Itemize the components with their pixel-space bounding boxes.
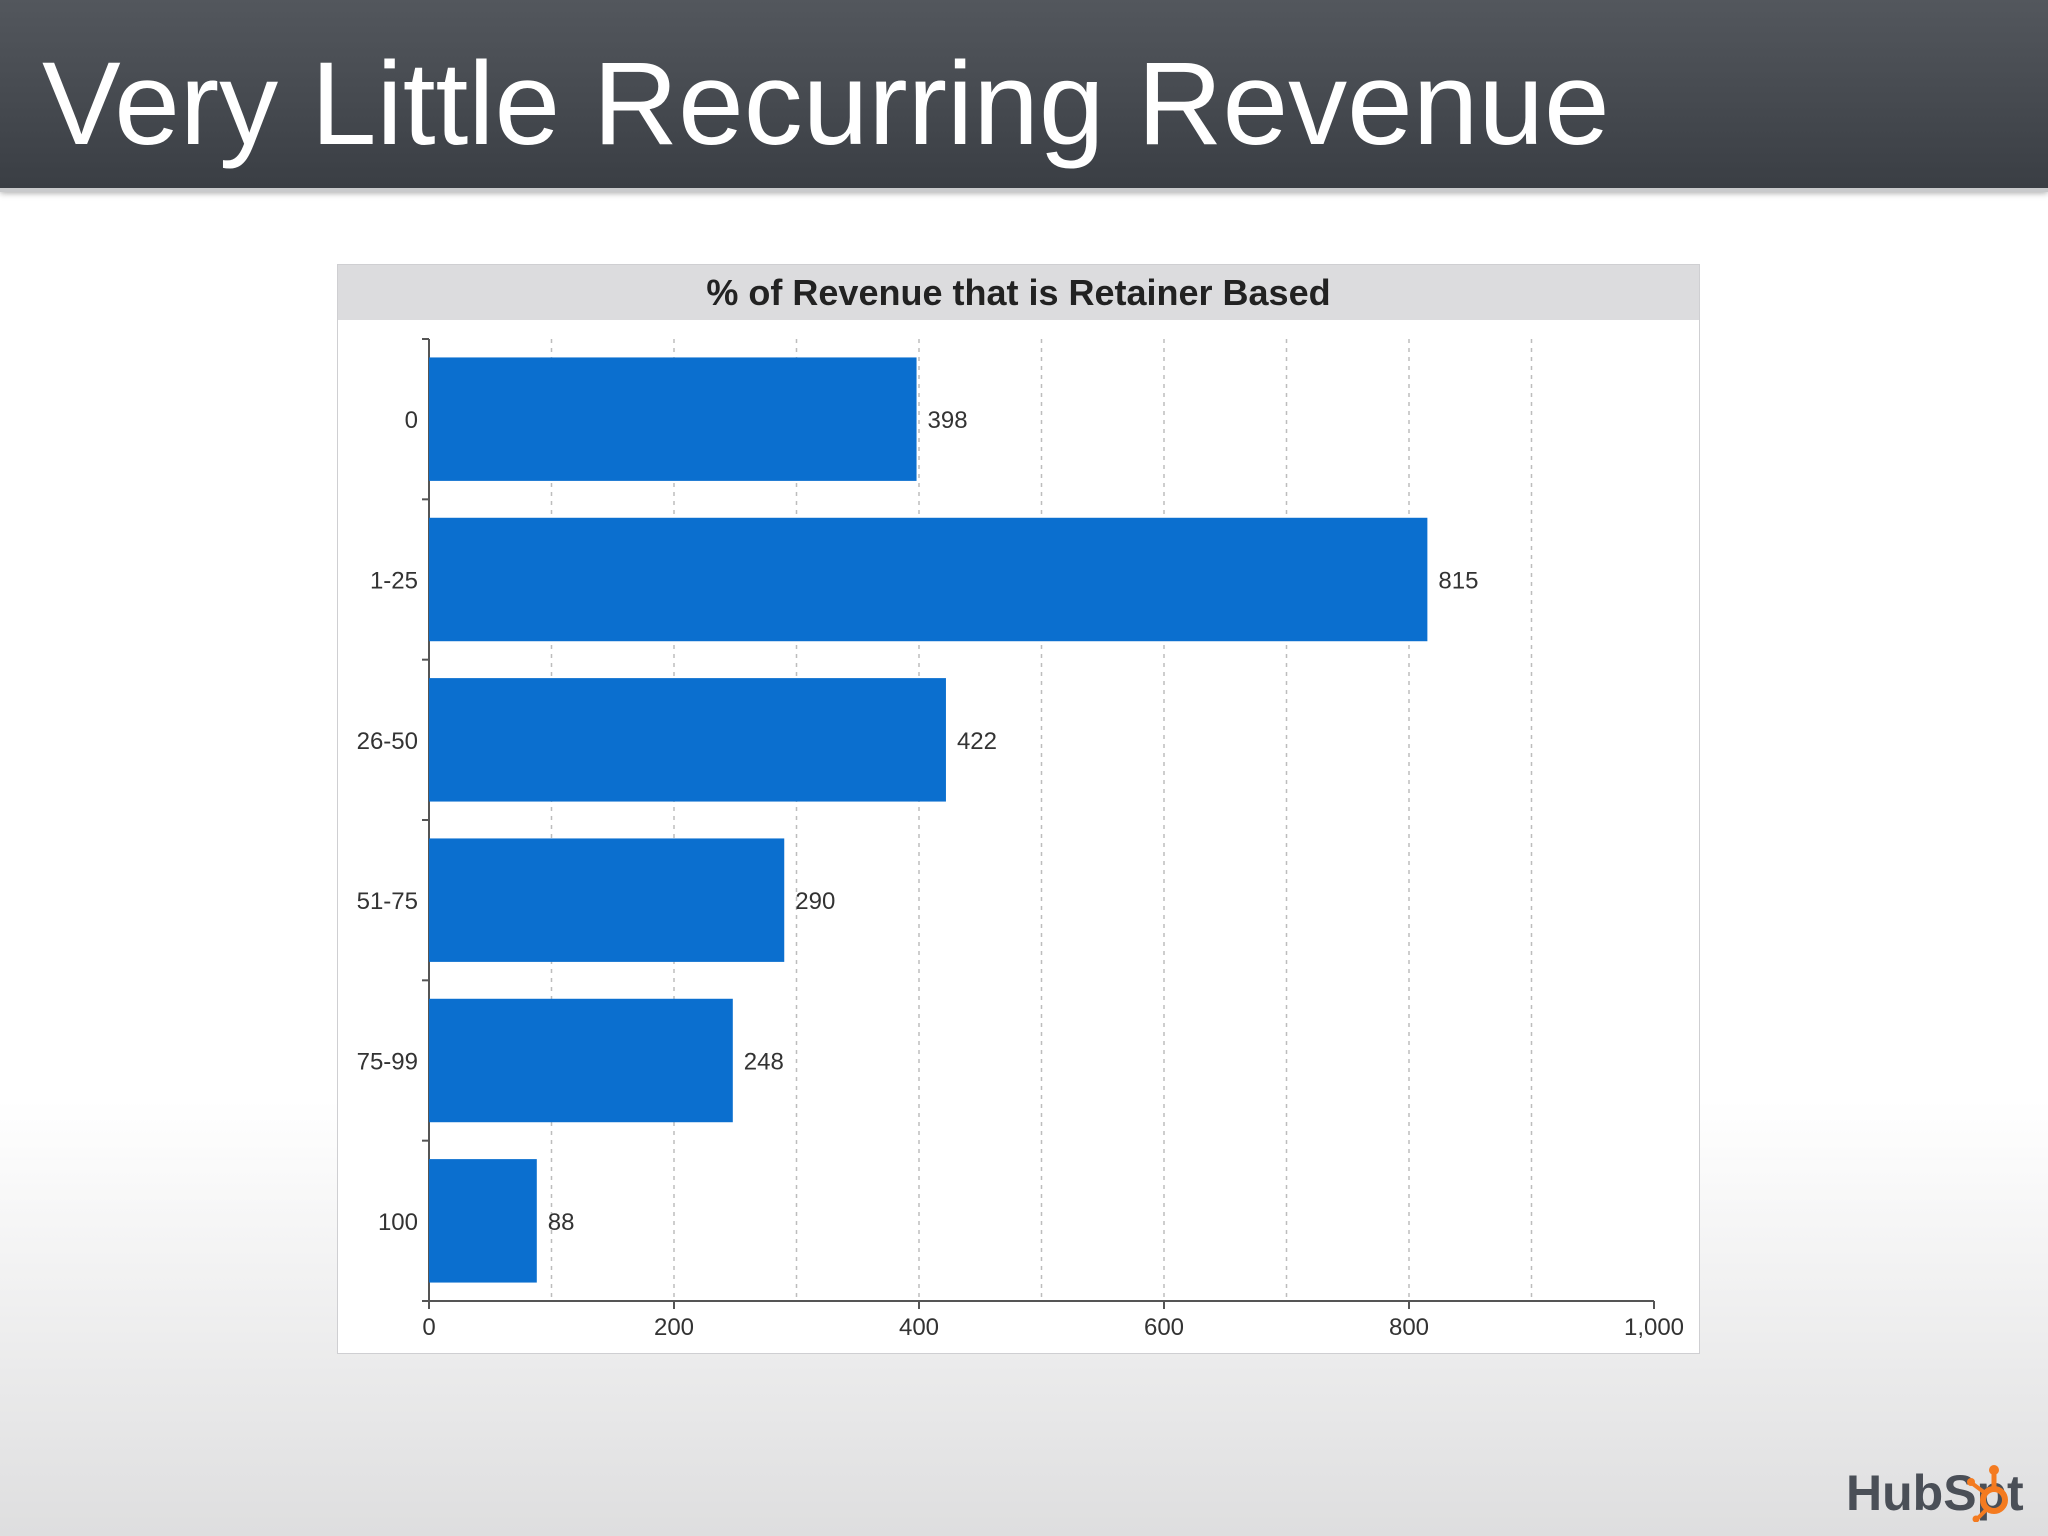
bar-value-label: 88 [548, 1209, 575, 1236]
chart-panel: % of Revenue that is Retainer Based 0 200… [337, 264, 1700, 1354]
bar-value-label: 815 [1438, 568, 1478, 595]
bar [429, 678, 946, 802]
slide-header: Very Little Recurring Revenue [0, 0, 2048, 188]
y-category-label: 51-75 [357, 888, 418, 915]
hubspot-logo: HubSp t [1846, 1462, 2036, 1523]
x-tick-label: 800 [1389, 1314, 1429, 1341]
sprocket-icon [1967, 1465, 2008, 1523]
bar-value-label: 398 [928, 407, 968, 434]
bar [429, 1159, 537, 1283]
chart-title: % of Revenue that is Retainer Based [706, 272, 1331, 313]
bar [429, 517, 1428, 642]
chart-title-bar: % of Revenue that is Retainer Based [338, 265, 1699, 320]
y-category-label: 100 [378, 1209, 418, 1236]
bar-value-label: 422 [957, 728, 997, 755]
bar [429, 357, 917, 481]
logo-text-right: t [2007, 1465, 2024, 1521]
y-category-label: 0 [405, 407, 418, 434]
header-divider [0, 188, 2048, 192]
x-tick-label: 200 [654, 1314, 694, 1341]
bar [429, 838, 785, 962]
x-tick-label: 600 [1144, 1314, 1184, 1341]
hubspot-logo-mark: HubSp t [1846, 1465, 2024, 1523]
bar-chart: 0 200 400 600 800 1,000 398 0 815 1-25 422 26-50 290… [357, 338, 1684, 1341]
bar-value-label: 290 [795, 888, 835, 915]
y-category-label: 26-50 [357, 728, 418, 755]
x-tick-label: 400 [899, 1314, 939, 1341]
x-tick-label: 0 [422, 1314, 435, 1341]
bar [429, 998, 733, 1123]
y-category-label: 75-99 [357, 1049, 418, 1076]
slide-title: Very Little Recurring Revenue [42, 38, 1610, 170]
x-tick-label: 1,000 [1624, 1314, 1684, 1341]
logo-text-left: HubSp [1846, 1465, 2007, 1521]
y-category-label: 1-25 [370, 568, 418, 595]
bar-value-label: 248 [744, 1049, 784, 1076]
